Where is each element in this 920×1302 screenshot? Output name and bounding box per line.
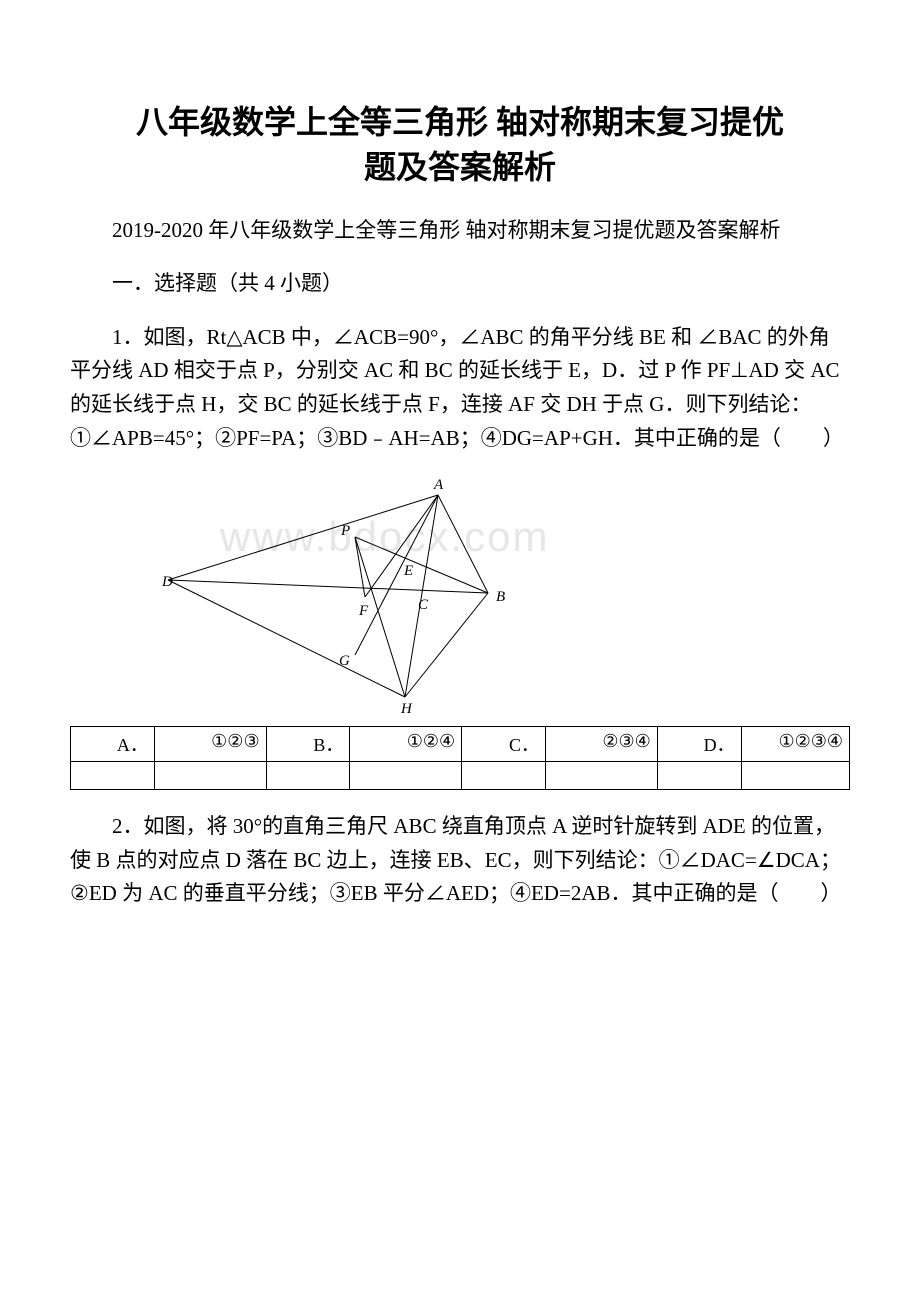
figure-1: www.bdocx.com APEDFCBGH xyxy=(160,475,850,720)
svg-text:G: G xyxy=(339,653,350,669)
intro-paragraph: 2019-2020 年八年级数学上全等三角形 轴对称期末复习提优题及答案解析 xyxy=(70,214,850,248)
table-row xyxy=(71,762,850,790)
svg-text:F: F xyxy=(358,603,369,619)
option-D-letter: D． xyxy=(657,727,741,762)
svg-text:A: A xyxy=(433,477,444,493)
option-B-value: ①②④ xyxy=(350,727,462,762)
question-1: 1．如图，Rt△ACB 中，∠ACB=90°，∠ABC 的角平分线 BE 和 ∠… xyxy=(70,321,850,455)
svg-text:P: P xyxy=(340,523,350,539)
option-B-letter: B． xyxy=(266,727,350,762)
svg-text:C: C xyxy=(418,597,429,613)
page-title: 八年级数学上全等三角形 轴对称期末复习提优 题及答案解析 xyxy=(70,100,850,190)
title-line-2: 题及答案解析 xyxy=(364,149,556,185)
svg-text:E: E xyxy=(403,563,413,579)
table-row: A． ①②③ B． ①②④ C． ②③④ D． ①②③④ xyxy=(71,727,850,762)
option-A-value: ①②③ xyxy=(154,727,266,762)
section-heading: 一．选择题（共 4 小题） xyxy=(70,267,850,301)
option-A-letter: A． xyxy=(71,727,155,762)
svg-text:H: H xyxy=(400,701,413,715)
option-C-letter: C． xyxy=(462,727,546,762)
svg-text:B: B xyxy=(496,589,505,605)
options-table: A． ①②③ B． ①②④ C． ②③④ D． ①②③④ xyxy=(70,726,850,790)
svg-text:D: D xyxy=(161,574,173,590)
option-D-value: ①②③④ xyxy=(741,727,849,762)
option-C-value: ②③④ xyxy=(546,727,658,762)
figure-1-svg: A P E D F C B G H xyxy=(160,475,520,715)
title-line-1: 八年级数学上全等三角形 轴对称期末复习提优 xyxy=(136,104,784,140)
question-2: 2．如图，将 30°的直角三角尺 ABC 绕直角顶点 A 逆时针旋转到 ADE … xyxy=(70,810,850,911)
